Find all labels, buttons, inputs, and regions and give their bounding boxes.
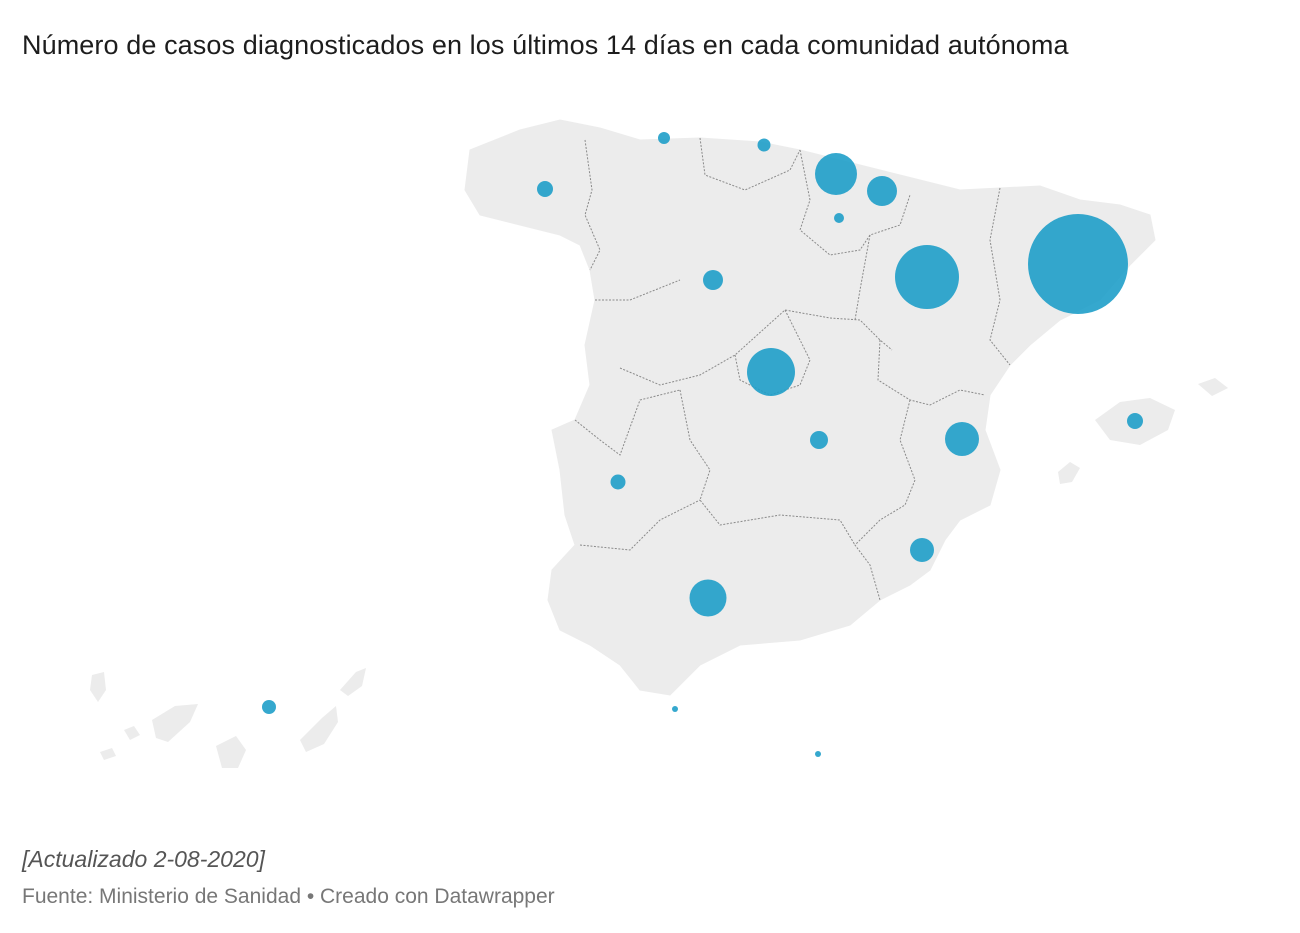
map-title: Número de casos diagnosticados en los úl… [22, 30, 1069, 60]
bubble-asturias[interactable] [658, 132, 670, 144]
bubble-castilla-leon[interactable] [703, 270, 723, 290]
bubble-andalucia[interactable] [689, 579, 727, 617]
canary-hierro [100, 748, 116, 760]
canary-lanzarote [340, 668, 366, 696]
source-credit: Fuente: Ministerio de Sanidad • Creado c… [22, 885, 555, 908]
canary-gran-canaria [216, 736, 246, 768]
menorca-land [1198, 378, 1228, 396]
bubble-melilla[interactable] [815, 751, 821, 757]
canary-tenerife [152, 704, 198, 742]
bubble-aragon[interactable] [895, 245, 959, 309]
mainland-land [464, 119, 1156, 696]
bubble-baleares[interactable] [1127, 413, 1143, 429]
bubble-canarias[interactable] [262, 700, 276, 714]
canary-fuerteventura [300, 706, 338, 752]
canary-gomera [124, 726, 140, 740]
community-borders [574, 137, 1011, 601]
bubble-cataluna[interactable] [1028, 214, 1128, 314]
bubble-cantabria[interactable] [757, 138, 771, 152]
canary-la-palma [90, 672, 106, 702]
bubble-extremadura[interactable] [610, 474, 626, 490]
bubble-valencia[interactable] [945, 422, 979, 456]
bubble-navarra[interactable] [867, 176, 897, 206]
bubble-pais-vasco[interactable] [815, 153, 857, 195]
bubble-castilla-la-mancha[interactable] [810, 431, 828, 449]
bubble-ceuta[interactable] [672, 706, 678, 712]
update-note: [Actualizado 2-08-2020] [22, 846, 265, 872]
bubble-galicia[interactable] [537, 181, 553, 197]
ibiza-land [1058, 462, 1080, 484]
bubble-madrid[interactable] [747, 348, 795, 396]
bubble-murcia[interactable] [910, 538, 934, 562]
bubble-la-rioja[interactable] [834, 213, 844, 223]
case-bubbles [262, 132, 1143, 757]
